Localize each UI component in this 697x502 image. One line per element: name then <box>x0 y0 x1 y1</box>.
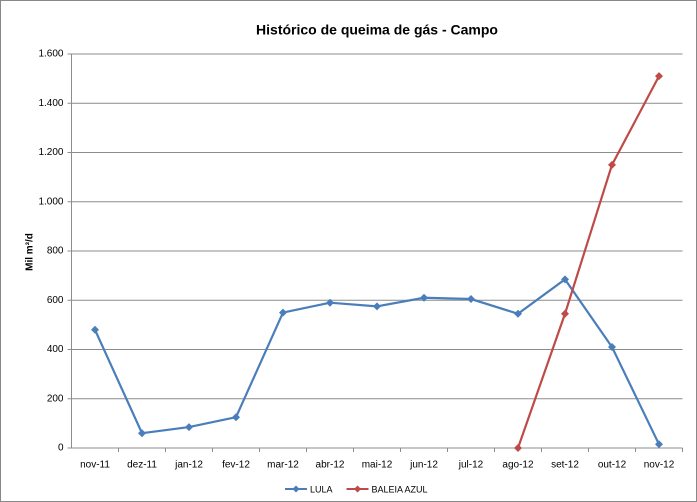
x-tick-label: abr-12 <box>316 460 345 471</box>
point-marker <box>655 440 663 449</box>
point-marker <box>185 423 193 432</box>
y-tick-label: 0 <box>58 443 64 454</box>
legend-marker <box>354 485 362 493</box>
legend-label: BALEIA AZUL <box>372 484 428 494</box>
point-marker <box>514 444 522 452</box>
x-tick-label: mai-12 <box>362 460 393 471</box>
point-marker <box>561 275 569 284</box>
legend-marker <box>292 485 300 493</box>
legend-label: LULA <box>310 484 333 494</box>
point-marker <box>467 295 475 304</box>
y-tick-label: 1.600 <box>38 49 63 60</box>
series-line <box>516 75 660 449</box>
point-marker <box>326 298 334 307</box>
x-tick-label: jan-12 <box>174 460 203 471</box>
x-tick-label: jun-12 <box>409 460 438 471</box>
point-marker <box>514 309 522 318</box>
x-tick-label: nov-11 <box>80 460 110 471</box>
y-tick-label: 200 <box>47 393 64 404</box>
y-tick-label: 800 <box>47 246 64 257</box>
point-marker <box>232 413 240 422</box>
point-marker <box>608 343 616 352</box>
point-marker <box>138 429 146 438</box>
point-marker <box>561 309 569 318</box>
x-tick-label: dez-11 <box>127 460 157 471</box>
y-tick-label: 1.400 <box>38 98 63 109</box>
x-tick-label: jul-12 <box>458 460 484 471</box>
y-tick-label: 1.000 <box>38 196 63 207</box>
y-tick-label: 600 <box>47 295 64 306</box>
y-tick-label: 400 <box>47 344 64 355</box>
x-tick-label: set-12 <box>551 460 579 471</box>
point-marker <box>420 293 428 302</box>
x-tick-label: fev-12 <box>222 460 250 471</box>
point-marker <box>91 325 99 334</box>
point-marker <box>373 302 381 311</box>
x-tick-label: out-12 <box>598 460 627 471</box>
chart-title: Histórico de queima de gás - Campo <box>256 22 498 38</box>
point-marker <box>279 308 287 317</box>
y-tick-label: 1.200 <box>38 147 63 158</box>
x-tick-label: mar-12 <box>267 460 299 471</box>
point-marker <box>655 72 663 81</box>
x-tick-label: ago-12 <box>502 460 534 471</box>
y-axis-title: Mil m³/d <box>25 233 36 271</box>
point-marker <box>608 160 616 169</box>
x-tick-label: nov-12 <box>644 460 675 471</box>
